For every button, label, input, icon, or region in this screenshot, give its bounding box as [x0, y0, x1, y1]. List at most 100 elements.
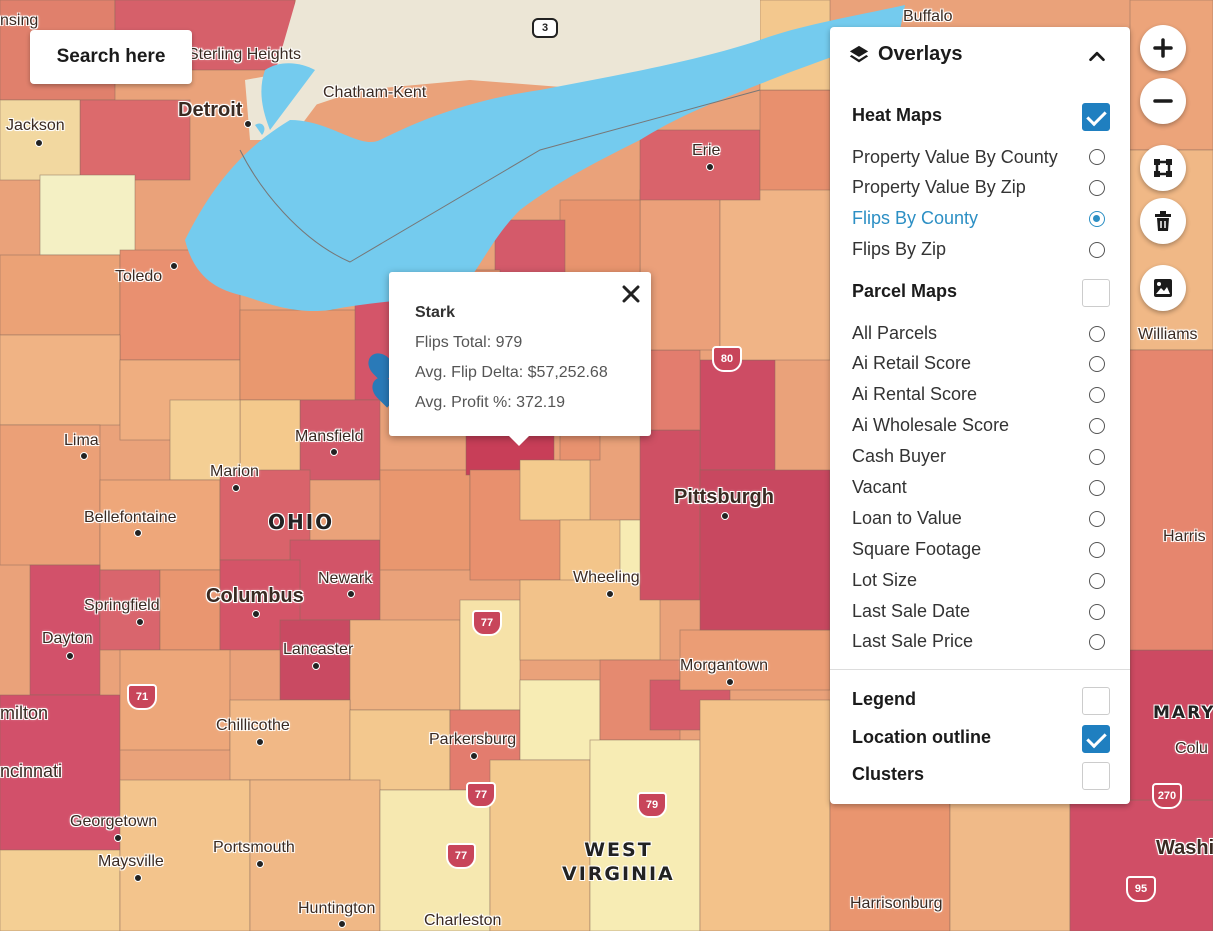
popup-line: Avg. Flip Delta: $57,252.68: [415, 364, 608, 381]
city-label: Detroit: [178, 99, 243, 121]
radio-square-footage[interactable]: [1089, 542, 1105, 558]
city-label: Maysville: [98, 853, 164, 870]
city-label: Harris: [1163, 528, 1206, 545]
radio-all-parcels[interactable]: [1089, 326, 1105, 342]
highway-shield-icon: 77: [472, 610, 502, 636]
city-dot: [312, 662, 320, 670]
radio-ai-retail-score[interactable]: [1089, 356, 1105, 372]
option-ai-rental-score[interactable]: Ai Rental Score: [852, 384, 978, 404]
radio-ai-rental-score[interactable]: [1089, 387, 1105, 403]
city-label: Sterling Heights: [188, 46, 301, 63]
option-all-parcels[interactable]: All Parcels: [852, 323, 938, 343]
option-flips-by-county[interactable]: Flips By County: [852, 208, 979, 228]
layers-icon: [849, 45, 869, 62]
city-label: Columbus: [206, 585, 304, 607]
popup-title: Stark: [415, 304, 456, 321]
zoom-in-button[interactable]: [1140, 25, 1186, 71]
option-cash-buyer[interactable]: Cash Buyer: [852, 446, 947, 466]
state-label-line: WEST: [584, 839, 653, 861]
radio-ai-wholesale-score[interactable]: [1089, 418, 1105, 434]
radio-cash-buyer[interactable]: [1089, 449, 1105, 465]
highway-shield-icon: 79: [637, 792, 667, 818]
city-label: Buffalo: [903, 8, 953, 25]
city-dot: [330, 448, 338, 456]
option-loan-to-value[interactable]: Loan to Value: [852, 508, 962, 528]
option-property-value-by-county[interactable]: Property Value By County: [852, 147, 1058, 167]
city-dot: [706, 163, 714, 171]
radio-lot-size[interactable]: [1089, 573, 1105, 589]
city-label: Colu: [1175, 740, 1208, 757]
city-dot: [244, 120, 252, 128]
radio-flips-by-county[interactable]: [1089, 211, 1105, 227]
highway-shield-icon: 77: [466, 782, 496, 808]
radio-property-value-by-zip[interactable]: [1089, 180, 1105, 196]
zoom-out-icon: [1153, 99, 1173, 103]
state-label-maryland: MARY: [1153, 703, 1213, 723]
city-dot: [256, 860, 264, 868]
option-flips-by-zip[interactable]: Flips By Zip: [852, 239, 947, 259]
city-label: Charleston: [424, 912, 502, 929]
radio-last-sale-price[interactable]: [1089, 634, 1105, 650]
trash-icon: [1155, 211, 1171, 231]
chevron-up-icon[interactable]: [1086, 45, 1108, 67]
city-label: Chatham-Kent: [323, 84, 427, 101]
popup-line: Avg. Profit %: 372.19: [415, 394, 566, 411]
city-dot: [66, 652, 74, 660]
option-square-footage[interactable]: Square Footage: [852, 539, 982, 559]
city-label: Williams: [1138, 326, 1198, 343]
radio-loan-to-value[interactable]: [1089, 511, 1105, 527]
legend-label: Legend: [852, 689, 917, 709]
heat-maps-checkbox[interactable]: [1082, 103, 1110, 131]
image-button[interactable]: [1140, 265, 1186, 311]
option-last-sale-date[interactable]: Last Sale Date: [852, 601, 971, 621]
city-label: Springfield: [84, 597, 160, 614]
city-label: Wheeling: [573, 569, 640, 586]
city-dot: [134, 529, 142, 537]
radio-flips-by-zip[interactable]: [1089, 242, 1105, 258]
search-button[interactable]: Search here: [30, 30, 192, 84]
delete-button[interactable]: [1140, 198, 1186, 244]
city-label: Morgantown: [680, 657, 769, 674]
highway-shield-icon: 80: [712, 346, 742, 372]
highway-shield-icon: 77: [446, 843, 476, 869]
option-ai-wholesale-score[interactable]: Ai Wholesale Score: [852, 415, 1010, 435]
city-dot: [338, 920, 346, 928]
city-label: Lima: [64, 432, 99, 449]
city-label: Parkersburg: [429, 731, 517, 748]
radio-last-sale-date[interactable]: [1089, 604, 1105, 620]
location-outline-label: Location outline: [852, 727, 991, 747]
city-label: Portsmouth: [213, 839, 295, 856]
parcel-maps-checkbox[interactable]: [1082, 279, 1110, 307]
city-label: Washi: [1156, 837, 1213, 859]
city-label: Harrisonburg: [850, 895, 943, 912]
option-ai-retail-score[interactable]: Ai Retail Score: [852, 353, 972, 373]
city-dot: [134, 874, 142, 882]
clusters-checkbox[interactable]: [1082, 762, 1110, 790]
legend-checkbox[interactable]: [1082, 687, 1110, 715]
option-vacant[interactable]: Vacant: [852, 477, 907, 497]
highway-shield-icon: 95: [1126, 876, 1156, 902]
city-label: nsing: [0, 12, 39, 29]
draw-shape-icon: [1154, 159, 1172, 177]
option-property-value-by-zip[interactable]: Property Value By Zip: [852, 177, 1026, 197]
option-last-sale-price[interactable]: Last Sale Price: [852, 631, 974, 651]
location-outline-checkbox[interactable]: [1082, 725, 1110, 753]
zoom-out-button[interactable]: [1140, 78, 1186, 124]
close-icon[interactable]: [619, 282, 643, 306]
draw-shape-button[interactable]: [1140, 145, 1186, 191]
option-lot-size[interactable]: Lot Size: [852, 570, 918, 590]
city-label: Erie: [692, 142, 721, 159]
city-dot: [80, 452, 88, 460]
radio-property-value-by-county[interactable]: [1089, 149, 1105, 165]
city-label: Georgetown: [70, 813, 158, 830]
highway-shield-icon: 270: [1152, 783, 1182, 809]
city-label: Newark: [318, 570, 373, 587]
city-dot: [35, 139, 43, 147]
city-label: Chillicothe: [216, 717, 290, 734]
overlays-panel: Overlays Heat Maps Property Value By Cou…: [830, 27, 1130, 804]
city-label: milton: [0, 703, 49, 723]
highway-shield-icon: 71: [127, 684, 157, 710]
city-label: Toledo: [115, 268, 163, 285]
state-label-line: VIRGINIA: [562, 863, 675, 885]
radio-vacant[interactable]: [1089, 480, 1105, 496]
